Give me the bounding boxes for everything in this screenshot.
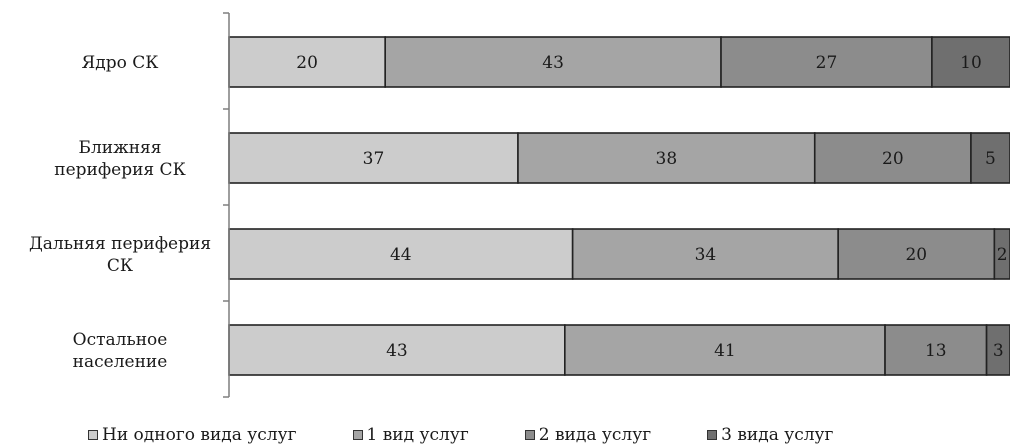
data-label: 34	[695, 245, 717, 265]
legend: Ни одного вида услуг 1 вид услуг 2 вида ус…	[88, 424, 998, 446]
bar-segment	[517, 132, 816, 184]
data-label: 27	[816, 53, 838, 73]
bar-segment	[720, 36, 933, 88]
data-label: 13	[925, 341, 947, 361]
legend-item: 2 вида услуг	[524, 425, 652, 445]
bar-segment	[228, 36, 386, 88]
category-label: Остальное население	[73, 330, 168, 372]
legend-label: 3 вида услуг	[721, 425, 834, 445]
bar-segment	[228, 324, 566, 376]
bar-segment	[837, 228, 996, 280]
legend-swatch	[524, 430, 535, 440]
legend-item: 3 вида услуг	[707, 425, 833, 445]
data-label: 38	[656, 149, 678, 169]
bar-segment	[993, 228, 1010, 280]
legend-label: 1 вид услуг	[366, 425, 469, 445]
legend-item: Ни одного вида услуг	[88, 425, 297, 445]
bar-segment	[970, 132, 1010, 184]
bar-segment	[813, 132, 972, 184]
category-label: Ядро СК	[82, 53, 159, 73]
bar-segment	[985, 324, 1010, 376]
legend-label: 2 вида услуг	[538, 425, 652, 445]
data-label: 44	[390, 245, 412, 265]
data-label: 2	[997, 245, 1008, 265]
data-label: 20	[905, 245, 927, 265]
bar-segment	[884, 324, 988, 376]
bar-segment	[384, 36, 722, 88]
data-label: 43	[386, 341, 408, 361]
bar-segment	[228, 228, 574, 280]
data-label: 20	[882, 149, 904, 169]
data-label: 41	[714, 341, 736, 361]
stacked-bar-chart: 20 43 27 10 37 38 20 5 44 34 20 2 43 41 13 3 Ядро СК Ближ…	[28, 12, 1010, 398]
category-label: Дальняя периферия СК	[29, 234, 211, 276]
data-label: 20	[296, 53, 318, 73]
legend-label: Ни одного вида услуг	[102, 425, 297, 445]
data-label: 5	[985, 149, 996, 169]
legend-swatch	[707, 430, 718, 440]
bar-segment	[931, 36, 1010, 88]
legend-swatch	[352, 430, 363, 440]
data-label: 3	[993, 341, 1004, 361]
data-label: 43	[542, 53, 564, 73]
data-label: 10	[960, 53, 982, 73]
data-label: 37	[363, 149, 385, 169]
legend-swatch	[88, 430, 98, 440]
bar-segment	[571, 228, 839, 280]
category-label: Ближняя периферия СК	[54, 138, 185, 180]
legend-item: 1 вид услуг	[352, 425, 469, 445]
